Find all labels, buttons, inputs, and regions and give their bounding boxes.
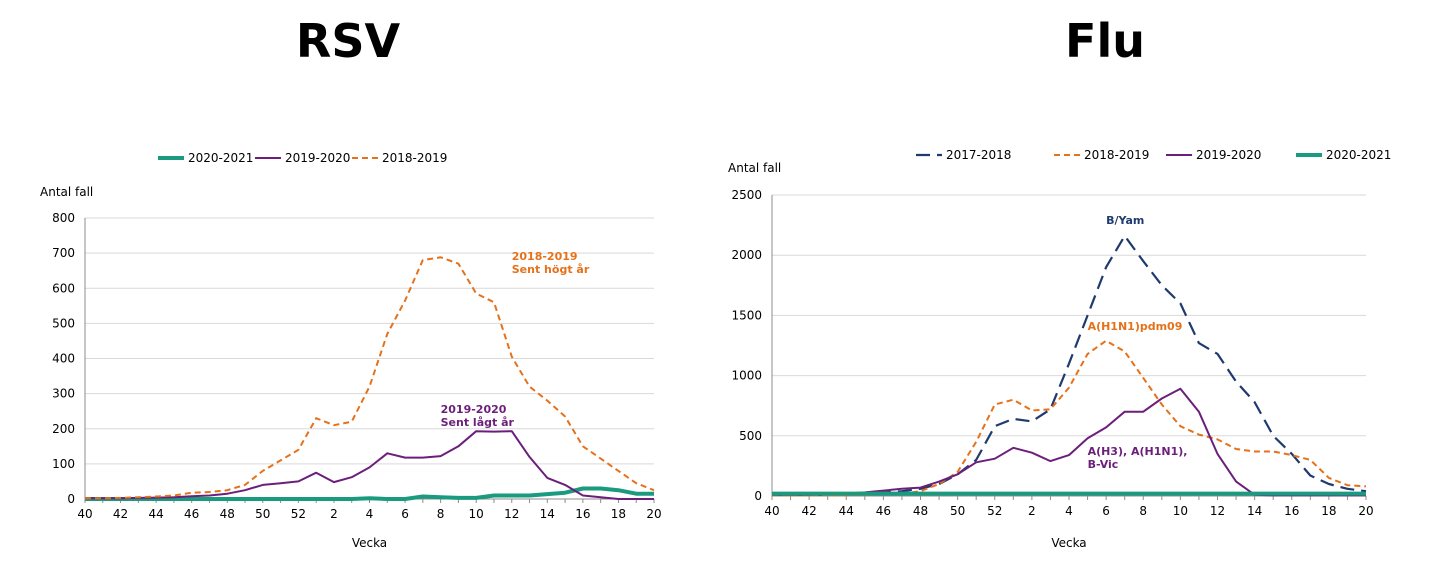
flu-x-tick-label: 10 [1173, 504, 1188, 518]
rsv-x-tick-label: 12 [504, 507, 519, 521]
flu-x-tick-label: 12 [1210, 504, 1225, 518]
flu-legend-label: 2020-2021 [1326, 148, 1391, 162]
rsv-x-tick-label: 8 [437, 507, 445, 521]
flu-y-tick-label: 1000 [731, 369, 762, 383]
flu-y-tick-label: 1500 [731, 308, 762, 322]
rsv-series-2020-2021-line [85, 486, 654, 501]
flu-x-tick-label: 8 [1139, 504, 1147, 518]
rsv-x-tick-label: 14 [540, 507, 555, 521]
flu-annotation: A(H1N1)pdm09 [1088, 320, 1183, 333]
rsv-annotation: 2019-2020 Sent lågt år [441, 403, 515, 429]
flu-x-tick-label: 40 [764, 504, 779, 518]
flu-y-axis-label: Antal fall [728, 161, 781, 175]
rsv-annotation-line: 2018-2019 [512, 250, 578, 263]
rsv-legend-label: 2018-2019 [382, 151, 447, 165]
flu-x-tick-label: 4 [1065, 504, 1073, 518]
rsv-y-tick-label: 200 [52, 422, 75, 436]
flu-x-tick-label: 44 [839, 504, 854, 518]
rsv-title: RSV [295, 14, 401, 68]
flu-x-tick-label: 50 [950, 504, 965, 518]
rsv-y-tick-label: 800 [52, 211, 75, 225]
flu-annotation: A(H3), A(H1N1), B-Vic [1088, 445, 1188, 471]
flu-legend-label: 2019-2020 [1196, 148, 1261, 162]
rsv-annotation-line: Sent högt år [512, 263, 590, 276]
rsv-x-tick-label: 20 [646, 507, 661, 521]
flu-annotation-line: A(H1N1)pdm09 [1088, 320, 1183, 333]
flu-annotation: B/Yam [1106, 214, 1144, 227]
flu-y-tick-label: 0 [754, 489, 762, 503]
rsv-y-tick-label: 400 [52, 352, 75, 366]
rsv-annotation-line: Sent lågt år [441, 416, 515, 429]
flu-legend-label: 2018-2019 [1084, 148, 1149, 162]
rsv-annotation-line: 2019-2020 [441, 403, 507, 416]
flu-title: Flu [1065, 14, 1145, 68]
rsv-y-axis-label: Antal fall [40, 185, 93, 199]
flu-x-tick-label: 48 [913, 504, 928, 518]
rsv-y-tick-label: 300 [52, 387, 75, 401]
rsv-x-tick-label: 48 [220, 507, 235, 521]
flu-x-axis-label: Vecka [1051, 536, 1086, 550]
rsv-x-tick-label: 50 [255, 507, 270, 521]
flu-x-tick-label: 6 [1102, 504, 1110, 518]
flu-annotation-line: B-Vic [1088, 458, 1119, 471]
flu-x-tick-label: 18 [1321, 504, 1336, 518]
flu-y-tick-label: 2500 [731, 188, 762, 202]
flu-x-tick-label: 52 [987, 504, 1002, 518]
rsv-y-tick-label: 100 [52, 457, 75, 471]
rsv-x-tick-label: 6 [401, 507, 409, 521]
rsv-series-2019-2020-line [85, 430, 654, 500]
flu-x-tick-label: 14 [1247, 504, 1262, 518]
flu-x-tick-label: 20 [1358, 504, 1373, 518]
flu-y-tick-label: 500 [739, 429, 762, 443]
rsv-y-tick-label: 700 [52, 246, 75, 260]
rsv-x-tick-label: 4 [366, 507, 374, 521]
rsv-x-tick-label: 10 [469, 507, 484, 521]
flu-x-tick-label: 46 [876, 504, 891, 518]
rsv-legend-label: 2020-2021 [188, 151, 253, 165]
rsv-y-tick-label: 600 [52, 281, 75, 295]
rsv-x-tick-label: 52 [291, 507, 306, 521]
rsv-x-tick-label: 40 [77, 507, 92, 521]
flu-annotation-line: A(H3), A(H1N1), [1088, 445, 1188, 458]
flu-series-2019-2020-line [772, 387, 1366, 497]
rsv-x-tick-label: 42 [113, 507, 128, 521]
rsv-annotation: 2018-2019 Sent högt år [512, 250, 590, 276]
flu-series-2018-2019-line [772, 339, 1367, 497]
flu-legend-label: 2017-2018 [946, 148, 1011, 162]
rsv-x-tick-label: 46 [184, 507, 199, 521]
rsv-x-tick-label: 44 [148, 507, 163, 521]
rsv-x-tick-label: 18 [611, 507, 626, 521]
rsv-y-tick-label: 500 [52, 316, 75, 330]
flu-series-2017-2018-line [772, 234, 1367, 496]
flu-y-tick-label: 2000 [731, 248, 762, 262]
rsv-x-tick-label: 16 [575, 507, 590, 521]
flu-x-tick-label: 42 [801, 504, 816, 518]
rsv-series-2018-2019-line [85, 256, 655, 500]
rsv-legend-label: 2019-2020 [285, 151, 350, 165]
rsv-x-axis-label: Vecka [352, 536, 387, 550]
flu-annotation-line: B/Yam [1106, 214, 1144, 227]
flu-x-tick-label: 16 [1284, 504, 1299, 518]
rsv-x-tick-label: 2 [330, 507, 338, 521]
rsv-y-tick-label: 0 [67, 492, 75, 506]
flu-x-tick-label: 2 [1028, 504, 1036, 518]
